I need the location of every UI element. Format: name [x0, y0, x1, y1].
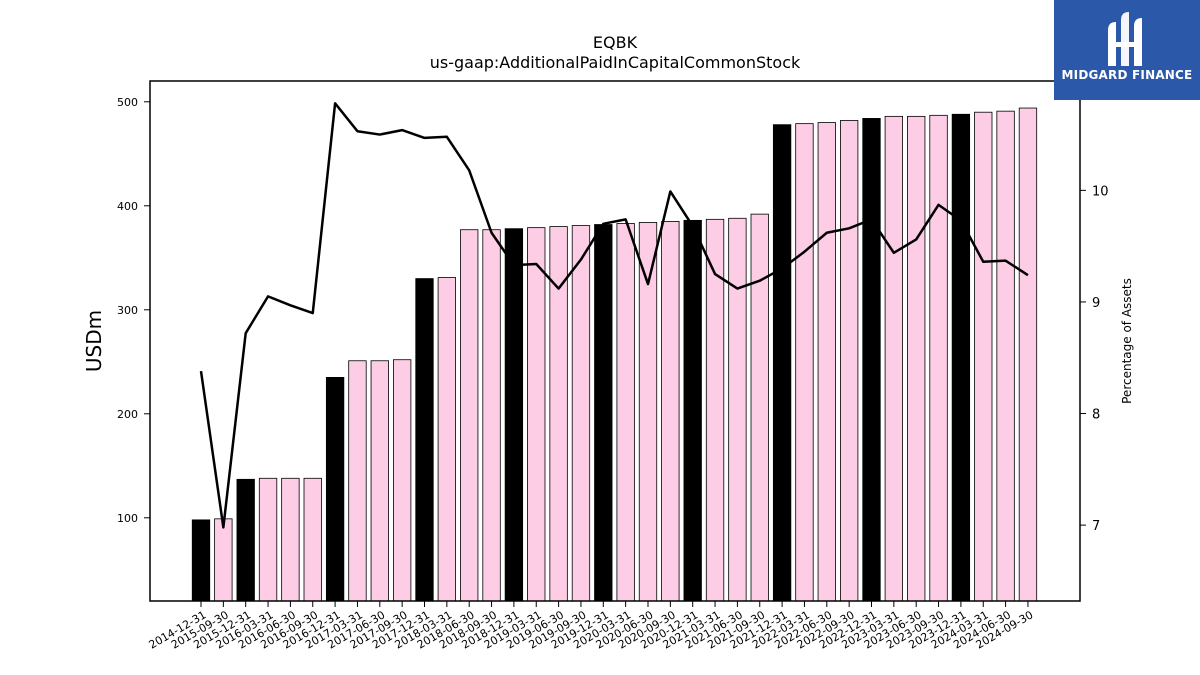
- bar: [996, 110, 1015, 602]
- chart-subtitle: us-gaap:AdditionalPaidInCapitalCommonSto…: [430, 53, 801, 72]
- y-tick-label: 200: [117, 408, 138, 421]
- bar: [370, 360, 389, 602]
- bar: [884, 115, 903, 602]
- bar: [214, 518, 233, 602]
- brand-logo: MIDGARD FINANCE: [1054, 0, 1200, 100]
- bar: [1018, 107, 1038, 602]
- bar: [594, 224, 613, 602]
- bar: [951, 113, 971, 602]
- bar: [325, 376, 345, 602]
- bar: [504, 228, 524, 602]
- bar: [907, 115, 926, 602]
- bar: [482, 229, 501, 602]
- y2-tick-label: 7: [1092, 519, 1100, 534]
- y-tick-label: 400: [117, 200, 138, 213]
- bar: [392, 359, 412, 602]
- y2-tick-label: 9: [1092, 296, 1100, 311]
- y2-tick-label: 10: [1092, 184, 1109, 199]
- plot-frame: [149, 80, 1081, 602]
- logo-text: MIDGARD FINANCE: [1061, 68, 1193, 82]
- bar: [974, 111, 993, 602]
- bar: [750, 213, 769, 602]
- bar: [437, 277, 457, 602]
- bar: [571, 225, 591, 602]
- bar: [929, 114, 948, 602]
- bar: [303, 477, 322, 602]
- bar: [460, 229, 479, 602]
- bar: [728, 217, 747, 602]
- x-axis-ticks: 2014-12-312015-09-302015-12-312016-03-31…: [147, 601, 1035, 652]
- bar: [281, 477, 300, 602]
- y2-tick-label: 8: [1092, 408, 1100, 423]
- logo-mark-icon: [1108, 12, 1142, 66]
- bar: [661, 220, 680, 602]
- bar: [191, 519, 211, 602]
- bar: [795, 123, 814, 602]
- bar: [772, 124, 792, 602]
- y-axis-label: USDm: [82, 310, 106, 372]
- bar: [683, 219, 702, 602]
- line-series: [199, 102, 1029, 529]
- bar: [415, 278, 434, 602]
- bars-group: [191, 107, 1038, 602]
- bar: [527, 227, 546, 602]
- line-group: [199, 102, 1029, 529]
- y2-axis-label: Percentage of Assets: [1120, 278, 1134, 404]
- y-tick-label: 100: [117, 512, 138, 525]
- bar: [616, 223, 635, 602]
- bar: [840, 120, 859, 602]
- right-axis-ticks: 7 8 9 10: [1080, 184, 1109, 534]
- chart-title: EQBK: [593, 33, 638, 52]
- y-tick-label: 500: [117, 96, 138, 109]
- left-axis-ticks: 100 200 300 400 500: [117, 96, 150, 525]
- bar: [817, 122, 836, 602]
- bar: [258, 477, 278, 602]
- y-tick-label: 300: [117, 304, 138, 317]
- bar: [236, 478, 255, 602]
- bar: [862, 118, 881, 602]
- bar: [348, 360, 367, 602]
